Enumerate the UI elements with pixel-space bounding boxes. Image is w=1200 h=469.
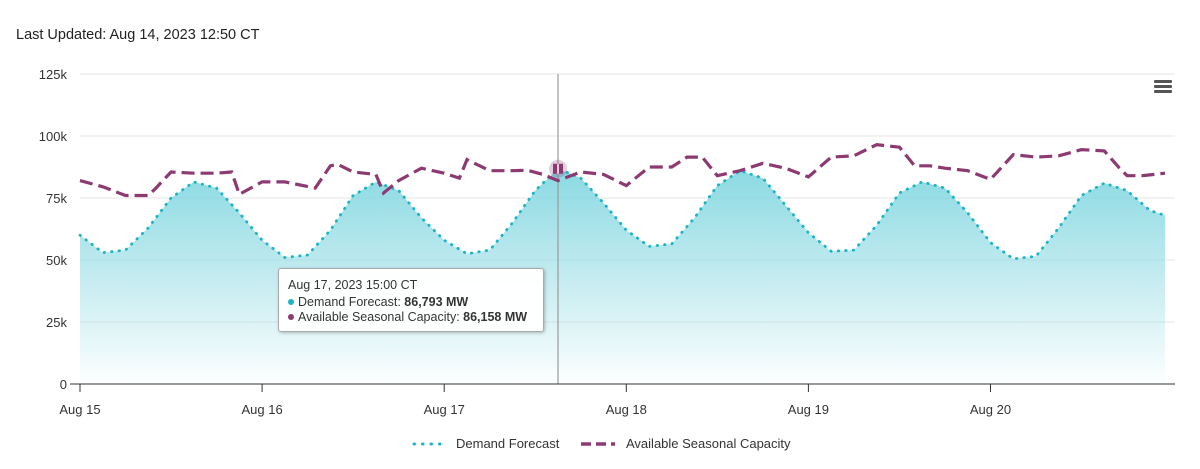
legend-label-demand: Demand Forecast [456,436,560,451]
legend: Demand Forecast Available Seasonal Capac… [0,436,1200,456]
available-capacity-line [79,143,1166,198]
tooltip: Aug 17, 2023 15:00 CT Demand Forecast: 8… [278,268,544,332]
demand-dot-icon [288,299,294,305]
y-tick-label: 125k [39,67,68,82]
tooltip-row-capacity: Available Seasonal Capacity: 86,158 MW [288,310,527,324]
demand-area [80,168,1165,384]
y-tick-label: 0 [60,377,67,392]
y-tick-label: 25k [46,315,67,330]
legend-label-capacity: Available Seasonal Capacity [626,436,791,451]
x-tick-label: Aug 15 [59,402,100,417]
y-tick-label: 100k [39,129,68,144]
x-tick-label: Aug 20 [970,402,1011,417]
x-tick-label: Aug 19 [788,402,829,417]
tooltip-capacity-label: Available Seasonal Capacity: [298,310,464,324]
dotted-line-icon [412,442,446,445]
last-updated: Last Updated: Aug 14, 2023 12:50 CT [16,27,260,43]
tooltip-capacity-value: 86,158 MW [463,310,528,324]
tooltip-title: Aug 17, 2023 15:00 CT [288,278,418,292]
tooltip-demand-value: 86,793 MW [404,295,469,309]
legend-item-capacity[interactable]: Available Seasonal Capacity [580,436,791,451]
dashed-line-icon [581,441,615,446]
x-tick-label: Aug 17 [424,402,465,417]
y-tick-label: 50k [46,253,67,268]
x-tick-label: Aug 18 [606,402,647,417]
chart-menu-button[interactable] [1150,78,1176,100]
hamburger-menu-icon [1154,80,1172,83]
capacity-dot-icon [288,314,294,320]
legend-item-demand[interactable]: Demand Forecast [412,436,559,451]
x-tick-label: Aug 16 [241,402,282,417]
demand-forecast-line [78,167,1167,261]
y-tick-label: 75k [46,191,67,206]
tooltip-row-demand: Demand Forecast: 86,793 MW [288,295,468,309]
tooltip-demand-label: Demand Forecast: [298,295,405,309]
